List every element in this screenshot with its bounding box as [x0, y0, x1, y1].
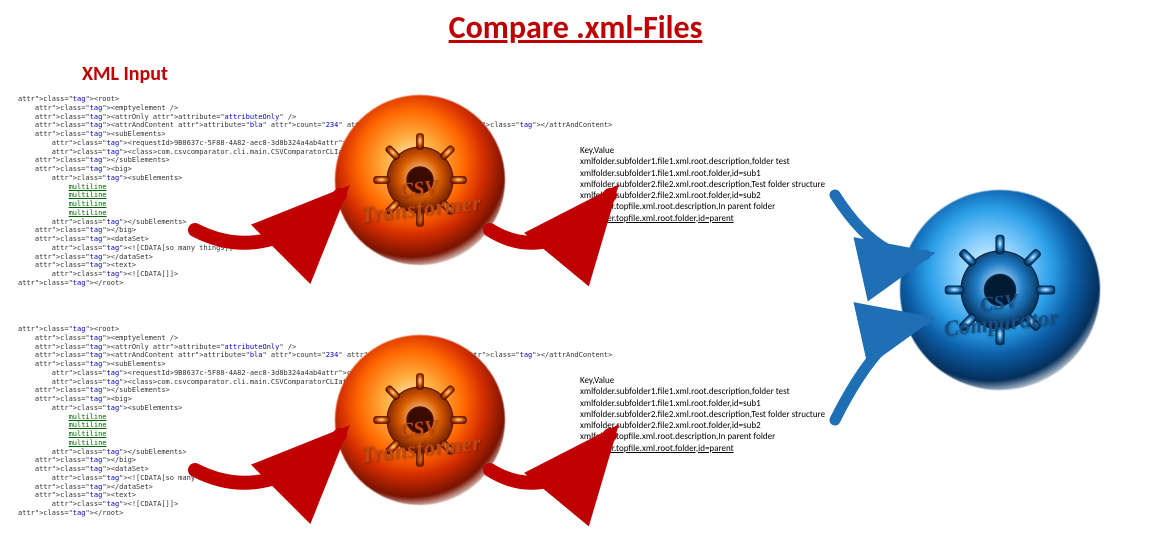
flow-arrows	[0, 0, 1151, 543]
